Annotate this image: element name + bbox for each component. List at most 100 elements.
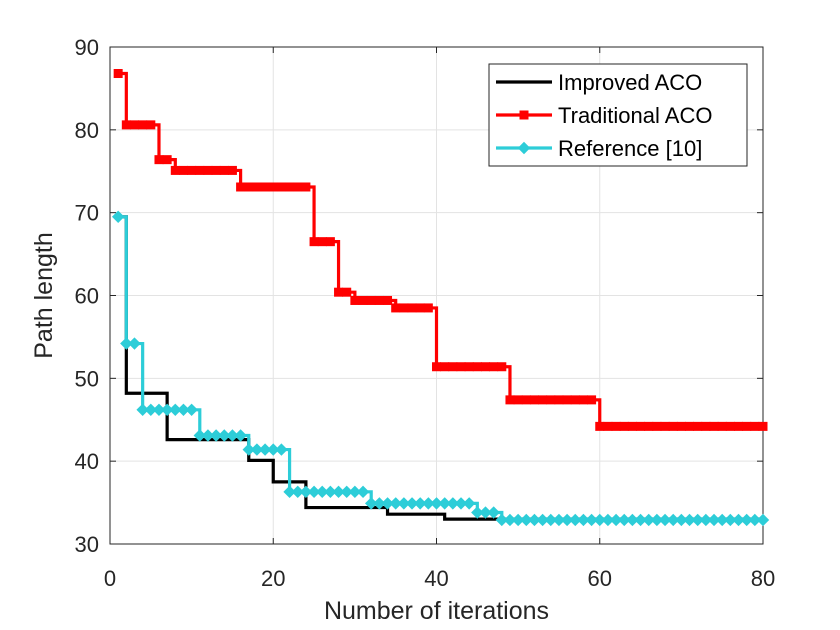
data-point-reference-10 xyxy=(332,485,345,499)
data-point-traditional-aco xyxy=(497,362,507,372)
legend-label-reference-10: Reference [10] xyxy=(558,136,702,161)
data-point-reference-10 xyxy=(479,506,492,519)
data-point-reference-10 xyxy=(577,513,590,527)
data-point-reference-10 xyxy=(724,513,737,527)
data-point-traditional-aco xyxy=(138,120,148,130)
y-tick-label: 40 xyxy=(75,449,99,474)
y-tick-label: 50 xyxy=(75,366,99,391)
data-point-traditional-aco xyxy=(154,155,164,165)
data-point-reference-10 xyxy=(715,513,729,527)
data-point-reference-10 xyxy=(585,513,598,527)
axis-ticks xyxy=(109,46,764,545)
data-point-reference-10 xyxy=(438,497,451,510)
data-point-traditional-aco xyxy=(358,295,368,305)
data-point-reference-10 xyxy=(658,513,672,527)
legend-marker-traditional-aco xyxy=(519,110,529,120)
data-point-reference-10 xyxy=(340,485,353,499)
data-point-reference-10 xyxy=(111,210,125,224)
data-point-reference-10 xyxy=(528,513,541,527)
data-point-reference-10 xyxy=(275,443,288,456)
data-point-traditional-aco xyxy=(627,421,637,431)
data-point-reference-10 xyxy=(381,497,394,510)
data-point-traditional-aco xyxy=(399,303,409,313)
data-point-traditional-aco xyxy=(685,421,695,431)
data-point-traditional-aco xyxy=(701,421,711,431)
data-point-reference-10 xyxy=(201,429,215,442)
data-point-traditional-aco xyxy=(325,237,335,247)
data-point-traditional-aco xyxy=(268,182,278,192)
data-point-traditional-aco xyxy=(750,421,760,431)
data-point-reference-10 xyxy=(389,497,402,510)
series-traditional-aco xyxy=(113,69,768,431)
data-point-reference-10 xyxy=(511,513,525,527)
data-point-reference-10 xyxy=(691,513,704,527)
data-point-reference-10 xyxy=(324,485,337,499)
data-point-traditional-aco xyxy=(578,395,588,405)
data-point-traditional-aco xyxy=(480,362,490,372)
y-tick-label: 90 xyxy=(75,35,99,60)
data-point-traditional-aco xyxy=(170,165,180,175)
data-point-reference-10 xyxy=(193,429,206,442)
legend-label-improved-aco: Improved ACO xyxy=(558,70,702,95)
data-point-traditional-aco xyxy=(121,120,131,130)
data-point-reference-10 xyxy=(307,485,321,499)
data-point-traditional-aco xyxy=(570,395,580,405)
data-point-traditional-aco xyxy=(587,395,597,405)
data-point-reference-10 xyxy=(218,429,231,442)
data-point-traditional-aco xyxy=(676,421,686,431)
data-point-reference-10 xyxy=(642,513,655,527)
data-point-traditional-aco xyxy=(472,362,482,372)
data-point-reference-10 xyxy=(373,497,386,510)
data-point-reference-10 xyxy=(446,497,460,510)
y-tick-label: 80 xyxy=(75,118,99,143)
y-tick-label: 70 xyxy=(75,201,99,226)
data-point-reference-10 xyxy=(748,513,762,527)
data-point-traditional-aco xyxy=(342,287,352,297)
data-point-traditional-aco xyxy=(374,295,384,305)
data-point-traditional-aco xyxy=(546,395,556,405)
data-point-reference-10 xyxy=(234,429,247,442)
x-tick-label: 20 xyxy=(261,566,285,591)
data-point-reference-10 xyxy=(756,513,770,527)
data-point-traditional-aco xyxy=(440,362,450,372)
data-point-traditional-aco xyxy=(309,237,319,247)
data-point-reference-10 xyxy=(242,443,255,456)
x-tick-label: 0 xyxy=(104,566,116,591)
data-point-reference-10 xyxy=(267,443,280,456)
data-point-reference-10 xyxy=(422,497,435,510)
data-point-reference-10 xyxy=(683,513,696,527)
data-point-traditional-aco xyxy=(432,362,441,372)
series-reference-10 xyxy=(111,210,770,527)
data-point-traditional-aco xyxy=(448,362,458,372)
data-point-reference-10 xyxy=(699,513,713,527)
data-point-traditional-aco xyxy=(146,120,156,130)
data-point-reference-10 xyxy=(169,403,182,417)
data-point-reference-10 xyxy=(495,513,509,527)
data-point-traditional-aco xyxy=(211,165,221,175)
legend-label-traditional-aco: Traditional ACO xyxy=(558,103,712,128)
data-point-reference-10 xyxy=(552,513,566,527)
data-point-traditional-aco xyxy=(383,295,393,305)
data-point-reference-10 xyxy=(650,513,664,527)
data-point-traditional-aco xyxy=(505,395,515,405)
data-point-reference-10 xyxy=(177,403,190,417)
data-point-traditional-aco xyxy=(407,303,417,313)
data-point-reference-10 xyxy=(569,513,582,527)
data-point-traditional-aco xyxy=(334,287,344,297)
data-point-reference-10 xyxy=(356,485,370,499)
data-point-traditional-aco xyxy=(285,182,295,192)
data-point-reference-10 xyxy=(185,403,198,417)
data-point-traditional-aco xyxy=(317,237,327,247)
data-point-traditional-aco xyxy=(644,421,654,431)
data-point-traditional-aco xyxy=(529,395,539,405)
data-point-reference-10 xyxy=(503,513,517,527)
data-point-reference-10 xyxy=(609,513,623,527)
y-tick-label: 30 xyxy=(75,532,99,557)
data-point-traditional-aco xyxy=(521,395,531,405)
data-point-reference-10 xyxy=(160,403,174,417)
data-point-traditional-aco xyxy=(244,182,254,192)
data-point-reference-10 xyxy=(462,497,476,510)
data-point-traditional-aco xyxy=(693,421,703,431)
data-point-reference-10 xyxy=(413,497,427,510)
